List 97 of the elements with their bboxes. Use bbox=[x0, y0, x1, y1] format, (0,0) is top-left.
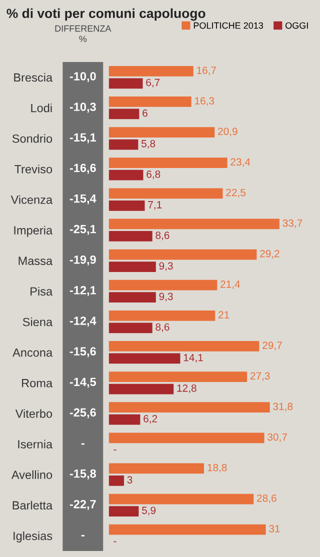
bar bbox=[108, 78, 143, 89]
bar bbox=[108, 341, 260, 352]
data-label: 14,1 bbox=[184, 354, 203, 362]
data-label: 6 bbox=[142, 109, 148, 117]
y-tick-label: Brescia bbox=[14, 73, 53, 82]
text: -19,9 bbox=[70, 255, 96, 266]
bar bbox=[108, 372, 248, 382]
data-label: 16,3 bbox=[195, 97, 214, 106]
bar bbox=[108, 66, 194, 76]
data-label: 31 bbox=[269, 525, 280, 532]
data-label: 6,7 bbox=[146, 78, 160, 88]
bar bbox=[108, 506, 139, 516]
data-label: 16,7 bbox=[197, 66, 216, 76]
bar bbox=[108, 231, 152, 242]
text: - bbox=[114, 541, 116, 542]
text: -15,6 bbox=[70, 347, 96, 358]
data-label: 6,8 bbox=[146, 170, 160, 180]
text: -10,3 bbox=[70, 102, 96, 113]
data-label: 7,1 bbox=[148, 201, 162, 210]
y-tick-label: Roma bbox=[22, 379, 53, 388]
text: -22,7 bbox=[70, 500, 96, 510]
bar bbox=[108, 280, 218, 290]
data-label: 22,5 bbox=[226, 188, 246, 198]
text: -15,1 bbox=[70, 133, 96, 144]
y-tick-label: Imperia bbox=[14, 226, 53, 237]
text: -12,1 bbox=[70, 286, 96, 296]
data-label: 9,3 bbox=[159, 262, 173, 271]
bar bbox=[108, 218, 280, 230]
data-label: 5,9 bbox=[142, 506, 156, 516]
bar bbox=[108, 384, 174, 394]
bar bbox=[108, 524, 266, 535]
bar bbox=[108, 476, 124, 486]
data-label: 8,6 bbox=[156, 323, 170, 332]
text: -25,1 bbox=[70, 224, 96, 235]
data-label: 20,9 bbox=[218, 128, 238, 136]
bar bbox=[108, 402, 270, 413]
bar bbox=[108, 96, 192, 107]
text: - bbox=[81, 535, 84, 536]
bar bbox=[108, 432, 264, 444]
text: -10,0 bbox=[70, 72, 96, 82]
y-tick-label: Lodi bbox=[31, 104, 52, 112]
data-label: 9,3 bbox=[159, 292, 173, 302]
y-tick-label: Vicenza bbox=[10, 195, 53, 204]
bar bbox=[108, 139, 138, 150]
data-label: 33,7 bbox=[282, 219, 302, 228]
y-tick-label: Iglesias bbox=[14, 531, 52, 542]
bar bbox=[108, 414, 140, 425]
bar bbox=[108, 322, 152, 334]
text: -15,4 bbox=[70, 194, 96, 204]
bar bbox=[108, 200, 145, 211]
text: DIFFERENZA % bbox=[55, 25, 112, 42]
y-tick-label: Siena bbox=[22, 318, 53, 326]
data-label: 30,7 bbox=[268, 433, 287, 442]
data-label: 18,8 bbox=[208, 464, 227, 473]
data-label: 12,8 bbox=[177, 384, 196, 394]
data-label: 6,2 bbox=[144, 415, 158, 424]
bar bbox=[108, 494, 254, 504]
y-tick-label: Ancona bbox=[12, 348, 53, 357]
text: -25,6 bbox=[70, 408, 96, 418]
bar bbox=[108, 310, 216, 321]
legend-label: POLITICHE 2013 bbox=[194, 22, 264, 29]
bar bbox=[108, 249, 257, 260]
bar bbox=[108, 158, 228, 168]
bar bbox=[108, 188, 223, 199]
text: -16,6 bbox=[70, 164, 96, 174]
data-label: 29,2 bbox=[260, 250, 280, 259]
y-tick-label: Avellino bbox=[11, 470, 52, 479]
data-label: 21 bbox=[218, 311, 230, 318]
y-tick-label: Massa bbox=[18, 256, 53, 266]
text: % di voti per comuni capoluogo bbox=[6, 8, 206, 21]
bar bbox=[108, 127, 215, 138]
data-label: 29,7 bbox=[262, 342, 282, 350]
bar bbox=[108, 463, 204, 474]
text: -12,4 bbox=[70, 316, 96, 327]
data-label: 8,6 bbox=[156, 232, 170, 240]
data-label: 27,3 bbox=[250, 372, 270, 381]
text: -14,5 bbox=[70, 378, 96, 388]
legend-label: OGGI bbox=[286, 22, 308, 29]
y-tick-label: Isernia bbox=[18, 440, 53, 448]
bar bbox=[108, 262, 156, 272]
text: - bbox=[81, 443, 84, 445]
text: -15,8 bbox=[70, 469, 96, 480]
bar bbox=[108, 170, 144, 180]
y-tick-label: Sondrio bbox=[12, 134, 52, 143]
data-label: 23,4 bbox=[230, 158, 250, 167]
data-label: 3 bbox=[127, 476, 132, 484]
data-label: 28,6 bbox=[257, 494, 276, 504]
data-label: 21,4 bbox=[220, 280, 240, 290]
data-label: 31,8 bbox=[273, 402, 293, 412]
data-label: 5,8 bbox=[141, 140, 156, 149]
y-tick-label: Pisa bbox=[30, 286, 53, 296]
bar bbox=[108, 353, 180, 364]
y-tick-label: Barletta bbox=[12, 500, 53, 510]
y-tick-label: Viterbo bbox=[15, 409, 52, 418]
bar bbox=[108, 108, 140, 120]
y-tick-label: Treviso bbox=[14, 164, 52, 174]
bar bbox=[108, 292, 156, 303]
